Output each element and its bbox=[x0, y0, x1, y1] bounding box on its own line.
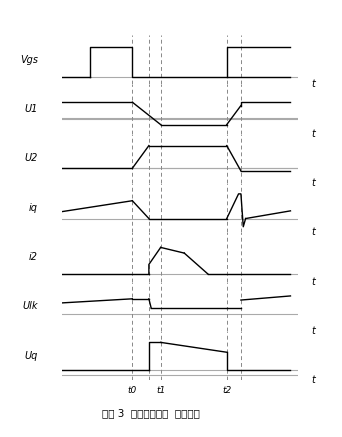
Text: t2: t2 bbox=[222, 386, 232, 395]
Text: t: t bbox=[312, 277, 316, 287]
Text: U1: U1 bbox=[25, 104, 38, 114]
Text: t1: t1 bbox=[156, 386, 165, 395]
Text: t: t bbox=[312, 375, 316, 385]
Text: t0: t0 bbox=[128, 386, 137, 395]
Text: Vgs: Vgs bbox=[20, 55, 38, 65]
Text: Uq: Uq bbox=[25, 350, 38, 361]
Text: iq: iq bbox=[29, 203, 38, 212]
Text: i2: i2 bbox=[29, 252, 38, 262]
Text: t: t bbox=[312, 326, 316, 336]
Text: t: t bbox=[312, 79, 316, 89]
Text: t: t bbox=[312, 128, 316, 139]
Text: U2: U2 bbox=[25, 153, 38, 163]
Text: 图表 3  断续模式反激  工作过程: 图表 3 断续模式反激 工作过程 bbox=[102, 408, 199, 418]
Text: t: t bbox=[312, 178, 316, 188]
Text: t: t bbox=[312, 227, 316, 237]
Text: Ulk: Ulk bbox=[23, 301, 38, 311]
